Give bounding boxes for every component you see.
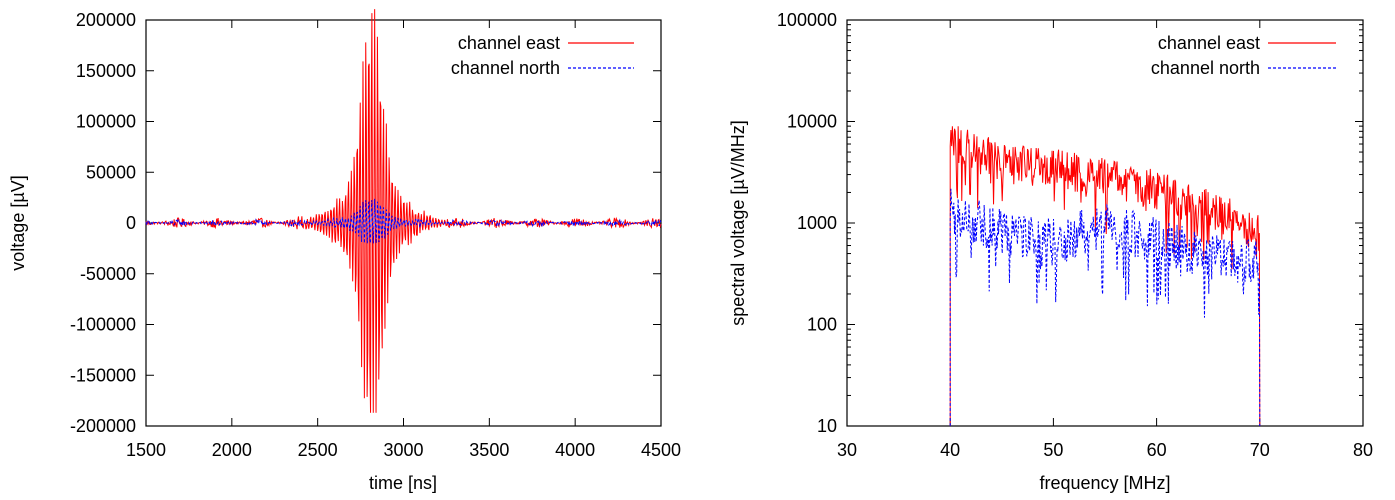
- x-tick-label: 40: [940, 440, 960, 460]
- y-tick-label: -200000: [70, 416, 136, 436]
- y-tick-label: 100000: [777, 10, 837, 30]
- legend-label-north: channel north: [451, 58, 560, 78]
- y-tick-label: 10: [817, 416, 837, 436]
- x-tick-label: 80: [1353, 440, 1373, 460]
- y-tick-label: 10000: [787, 112, 837, 132]
- legend: channel east channel north: [451, 33, 634, 78]
- x-tick-label: 4000: [555, 440, 595, 460]
- x-tick-label: 70: [1250, 440, 1270, 460]
- x-tick-labels: 30 40 50 60 70 80: [837, 440, 1373, 460]
- x-tick-label: 4500: [641, 440, 681, 460]
- series-line-east: [145, 9, 662, 413]
- x-axis-label: time [ns]: [369, 473, 437, 493]
- y-axis-label: spectral voltage [µV/MHz]: [728, 120, 748, 325]
- legend-label-east: channel east: [458, 33, 560, 53]
- y-tick-labels: -200000 -150000 -100000 -50000 0 50000 100000 1…: [70, 10, 136, 436]
- y-tick-label: -150000: [70, 365, 136, 385]
- y-tick-label: 1000: [797, 213, 837, 233]
- y-tick-label: -100000: [70, 315, 136, 335]
- y-tick-label: 50000: [86, 162, 136, 182]
- x-tick-label: 2000: [212, 440, 252, 460]
- x-tick-labels: 1500 2000 2500 3000 3500 4000 4500: [126, 440, 681, 460]
- y-axis-label: voltage [µV]: [8, 175, 28, 270]
- x-tick-label: 30: [837, 440, 857, 460]
- y-tick-label: 150000: [76, 61, 136, 81]
- spectrum-panel: 10 100 1000 10000 100000 30 40 50 60 70 80 freque…: [728, 10, 1373, 493]
- x-tick-label: 3000: [383, 440, 423, 460]
- series-lines: [949, 126, 1261, 427]
- legend: channel east channel north: [1151, 33, 1336, 78]
- x-axis-label: frequency [MHz]: [1039, 473, 1170, 493]
- x-tick-label: 1500: [126, 440, 166, 460]
- series-line-east: [949, 126, 1261, 427]
- y-tick-label: 100000: [76, 112, 136, 132]
- series-lines: [145, 9, 662, 413]
- series-line-north: [949, 188, 1261, 427]
- y-tick-label: 0: [126, 213, 136, 233]
- x-tick-label: 60: [1147, 440, 1167, 460]
- x-tick-label: 3500: [469, 440, 509, 460]
- y-tick-label: 200000: [76, 10, 136, 30]
- x-tick-label: 50: [1043, 440, 1063, 460]
- time-series-panel: -200000 -150000 -100000 -50000 0 50000 100000 1…: [8, 9, 681, 493]
- legend-label-east: channel east: [1158, 33, 1260, 53]
- y-tick-label: -50000: [80, 264, 136, 284]
- y-tick-label: 100: [807, 315, 837, 335]
- x-tick-label: 2500: [298, 440, 338, 460]
- y-tick-labels: 10 100 1000 10000 100000: [777, 10, 837, 436]
- legend-label-north: channel north: [1151, 58, 1260, 78]
